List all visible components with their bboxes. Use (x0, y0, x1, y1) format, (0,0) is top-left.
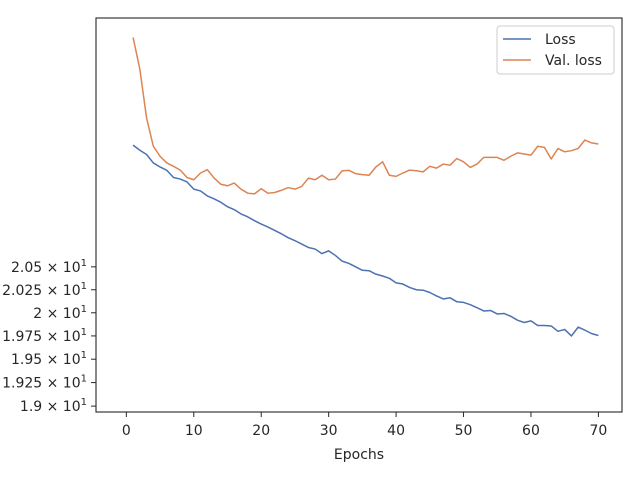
x-axis-label: Epochs (334, 447, 384, 463)
x-tick-label: 20 (252, 423, 270, 439)
legend-box (496, 25, 615, 75)
x-tick-label: 60 (522, 423, 540, 439)
y-tick-label: 1.975 × 101 (2, 327, 87, 345)
x-tick-label: 0 (122, 423, 131, 439)
y-tick-label: 2.05 × 101 (11, 258, 87, 276)
legend-label-loss: Loss (545, 32, 576, 48)
series-line-loss (132, 144, 599, 337)
x-tick-label: 10 (185, 423, 203, 439)
x-axis: 0 10 20 30 40 50 60 70 (122, 412, 607, 439)
x-tick-label: 70 (589, 423, 607, 439)
x-tick-label: 50 (455, 423, 473, 439)
legend-label-val-loss: Val. loss (545, 53, 602, 69)
legend: Loss Val. loss (496, 25, 615, 75)
x-tick-label: 40 (387, 423, 405, 439)
y-tick-label: 1.925 × 101 (2, 374, 87, 392)
y-tick-label: 2.025 × 101 (2, 281, 87, 299)
plot-area (132, 37, 599, 337)
y-tick-label: 2 × 101 (33, 304, 87, 322)
series-line-val-loss (132, 37, 599, 195)
plot-frame (95, 17, 623, 413)
y-tick-label: 1.95 × 101 (11, 350, 87, 368)
y-axis: 1.9 × 101 1.925 × 101 1.95 × 101 1.975 × 10… (2, 258, 96, 415)
y-tick-label: 1.9 × 101 (20, 397, 87, 415)
x-tick-label: 30 (320, 423, 338, 439)
